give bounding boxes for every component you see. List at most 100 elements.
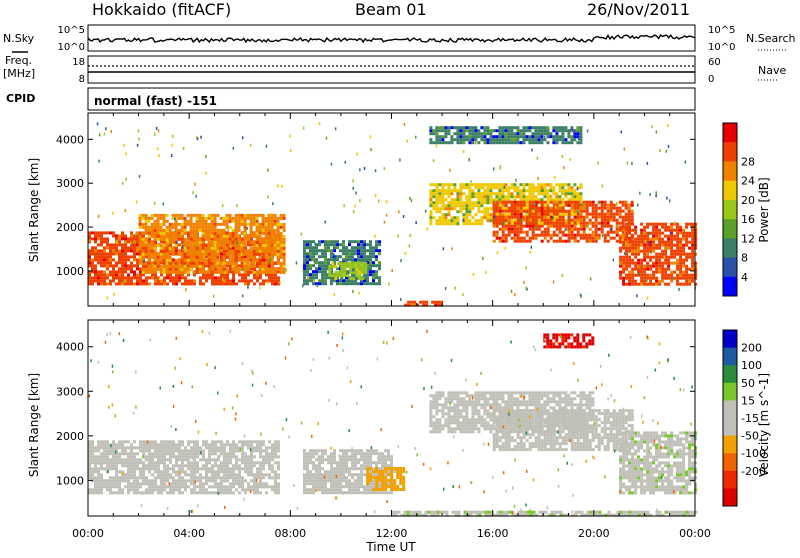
data-cell [214,256,217,259]
data-cell [148,247,151,250]
data-cell [507,141,510,144]
data-cell [226,473,229,476]
colorbar-tick-label: 16 [741,213,755,226]
data-cell [160,244,163,247]
data-cell [435,135,438,138]
data-cell [94,270,97,273]
data-cell [517,222,520,225]
data-cell [429,132,432,135]
data-cell [562,210,565,213]
data-cell [217,229,220,232]
data-cell [220,479,223,482]
data-cell [169,223,172,226]
data-cell [351,252,354,255]
data-cell [217,449,220,452]
data-cell [438,135,441,138]
data-cell [214,226,217,229]
data-cell [148,217,151,220]
data-cell [552,135,555,138]
data-cell [375,273,378,276]
data-cell [169,443,172,446]
data-cell [205,276,208,279]
data-cell [148,446,151,449]
data-cell [327,246,330,249]
data-cell [552,189,555,192]
data-cell [124,234,127,237]
data-cell [435,222,438,225]
data-cell [229,267,232,270]
data-cell [682,235,685,238]
data-cell [571,201,574,204]
data-cell [199,473,202,476]
data-cell [516,132,519,135]
data-cell [357,258,360,261]
data-cell [154,443,157,446]
data-cell [471,207,474,210]
data-cell [109,261,112,264]
data-cell [199,256,202,259]
data-cell [640,265,643,268]
data-cell [583,237,586,240]
data-cell [94,264,97,267]
data-cell [450,189,453,192]
data-cell [109,273,112,276]
data-cell [232,282,235,285]
data-cell [190,440,193,443]
data-cell [531,126,534,129]
scatter-cell [267,196,269,199]
data-cell [172,464,175,467]
data-cell [465,198,468,201]
data-cell [109,467,112,470]
scatter-cell [620,234,622,237]
data-cell [163,473,166,476]
data-cell [628,274,631,277]
data-cell [217,259,220,262]
data-cell [235,282,238,285]
data-cell [622,268,625,271]
data-cell [175,485,178,488]
scatter-cell [159,277,161,280]
data-cell [175,235,178,238]
data-cell [208,271,211,274]
scatter-cell [182,274,184,277]
data-cell [244,488,247,491]
data-cell [202,458,205,461]
data-cell [175,488,178,491]
data-cell [471,204,474,207]
data-cell [94,240,97,243]
data-cell [139,247,142,250]
data-cell [372,264,375,267]
scatter-cell [138,137,140,140]
data-cell [196,232,199,235]
data-cell [184,473,187,476]
data-cell [130,270,133,273]
data-cell [315,270,318,273]
data-cell [232,244,235,247]
data-cell [160,238,163,241]
data-cell [537,129,540,132]
data-cell [202,217,205,220]
data-cell [309,267,312,270]
data-cell [336,255,339,258]
data-cell [691,265,694,268]
data-cell [118,240,121,243]
data-cell [435,198,438,201]
data-cell [97,440,100,443]
data-cell [265,220,268,223]
data-cell [625,229,628,232]
data-cell [673,229,676,232]
data-cell [148,485,151,488]
data-cell [562,231,565,234]
data-cell [568,234,571,237]
data-cell [175,479,178,482]
data-cell [637,259,640,262]
data-cell [115,464,118,467]
data-cell [483,210,486,213]
data-cell [643,256,646,259]
data-cell [130,452,133,455]
data-cell [652,277,655,280]
data-cell [169,473,172,476]
scatter-cell [378,199,380,202]
data-cell [121,276,124,279]
data-cell [208,467,211,470]
